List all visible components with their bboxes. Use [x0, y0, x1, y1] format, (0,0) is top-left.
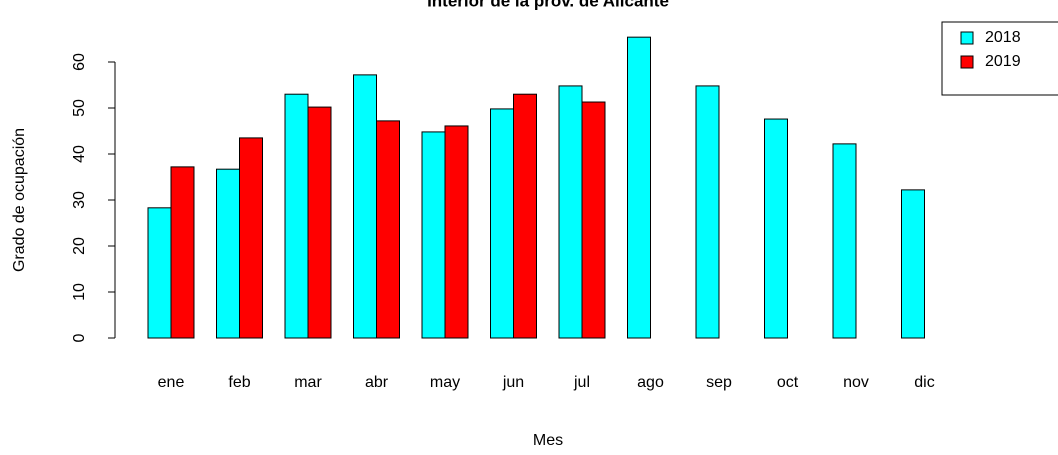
x-tick-label: ago: [637, 374, 664, 391]
x-tick-label: nov: [843, 374, 869, 391]
y-tick-label: 20: [71, 237, 88, 255]
x-tick-label: sep: [706, 374, 732, 391]
bar: [764, 118, 788, 339]
legend-box: [941, 21, 1058, 96]
x-tick-label: jul: [573, 374, 590, 391]
y-tick-label: 60: [71, 53, 88, 71]
legend-label: 2018: [985, 29, 1021, 46]
x-tick-label: feb: [228, 374, 250, 391]
x-tick-label: oct: [777, 374, 799, 391]
bar: [627, 36, 651, 339]
bar: [444, 125, 469, 339]
bar: [353, 74, 377, 339]
bar: [513, 93, 537, 339]
bar: [216, 168, 240, 339]
x-tick-label: dic: [914, 374, 934, 391]
bar: [239, 137, 263, 339]
bar: [832, 143, 857, 339]
bar: [558, 85, 583, 339]
y-tick-label: 30: [71, 191, 88, 209]
x-tick-label: abr: [365, 374, 389, 391]
legend-label: 2019: [985, 53, 1021, 70]
y-tick-label: 0: [71, 333, 88, 342]
bar: [376, 120, 400, 339]
bar: [284, 93, 309, 339]
bar: [421, 131, 446, 339]
legend-swatch: [960, 55, 974, 69]
bar: [170, 166, 195, 339]
bar: [307, 106, 332, 339]
y-tick-label: 40: [71, 145, 88, 163]
x-tick-label: jun: [502, 374, 524, 391]
y-tick-label: 50: [71, 99, 88, 117]
x-tick-label: may: [430, 374, 460, 391]
bar: [147, 207, 172, 339]
chart-title: Interior de la prov. de Alicante: [427, 0, 669, 10]
x-tick-label: mar: [294, 374, 322, 391]
bar: [581, 101, 606, 339]
x-axis-title: Mes: [533, 432, 563, 449]
x-tick-label: ene: [158, 374, 185, 391]
y-tick-label: 10: [71, 283, 88, 301]
bar: [490, 108, 514, 339]
bar: [695, 85, 720, 339]
y-axis-title: Grado de ocupación: [11, 128, 28, 272]
legend-swatch: [960, 31, 974, 45]
bar: [901, 189, 925, 339]
